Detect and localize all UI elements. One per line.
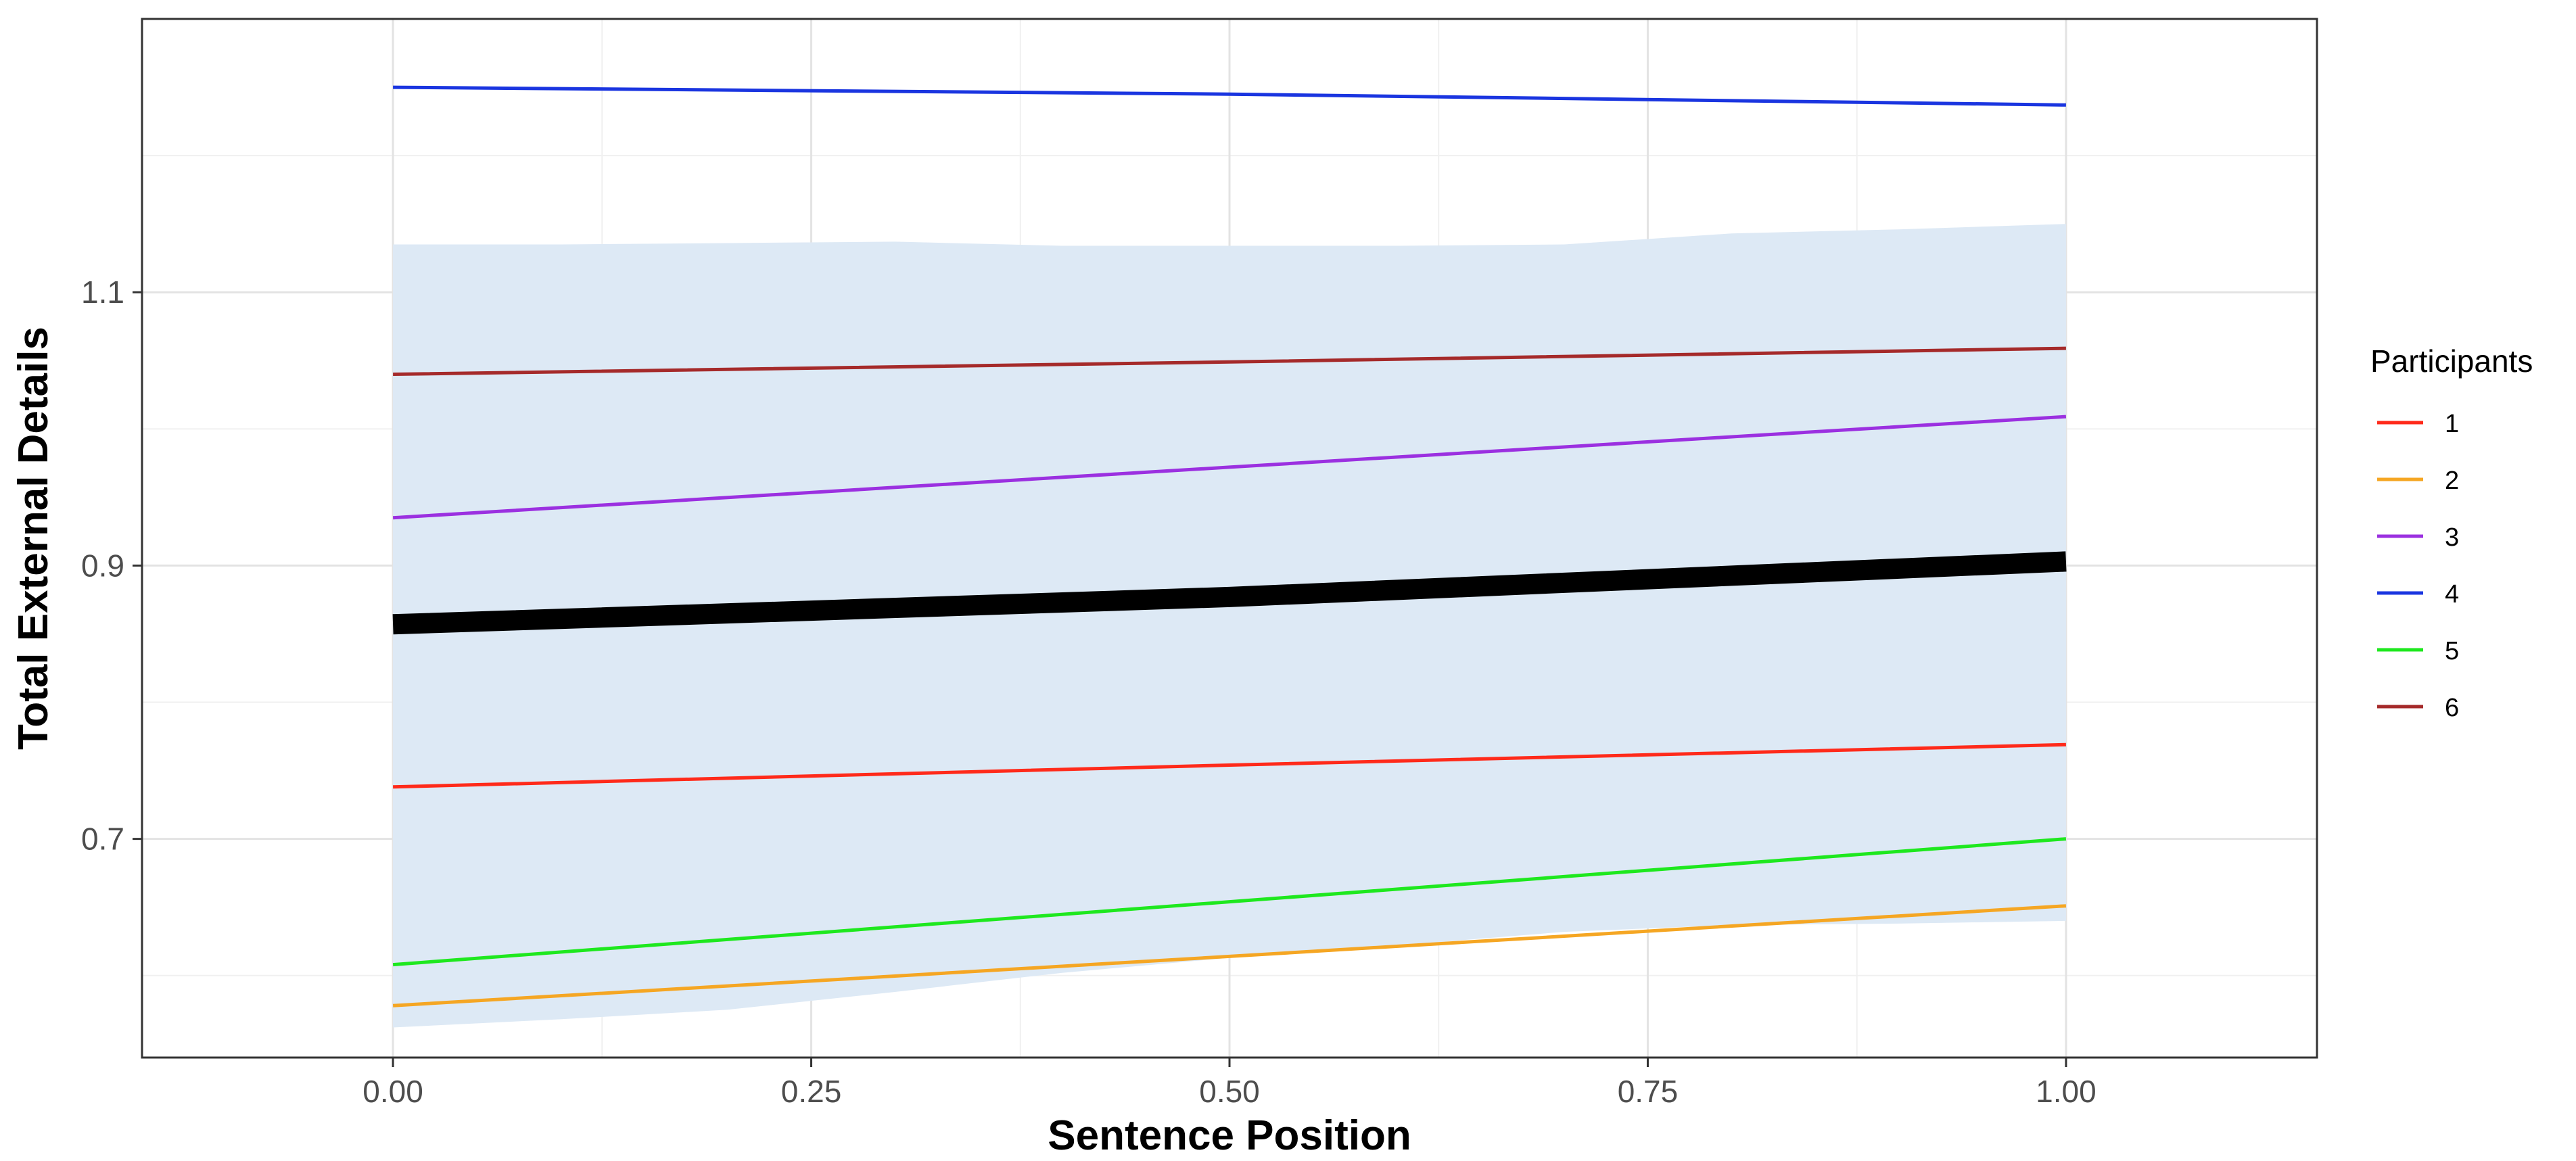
legend-items: 1 2 3 4 5 6 <box>2377 410 2459 722</box>
x-axis-title: Sentence Position <box>1048 1112 1411 1159</box>
legend-title: Participants <box>2370 343 2533 379</box>
x-tick-label-0: 0.00 <box>362 1074 423 1109</box>
series-line-participant-3 <box>392 414 2067 520</box>
legend-label-4: 4 <box>2445 580 2459 609</box>
y-tick-label-1: 0.9 <box>81 548 124 583</box>
legend-label-2: 2 <box>2445 467 2459 495</box>
x-tick-label-1: 0.25 <box>781 1074 842 1109</box>
mean-trend-line <box>392 551 2067 635</box>
y-tick-label-2: 1.1 <box>81 275 124 310</box>
series-line-participant-5 <box>392 837 2067 967</box>
legend-label-6: 6 <box>2445 694 2459 722</box>
series-layer <box>392 85 2067 1008</box>
ribbon-layer <box>393 224 2066 1028</box>
legend-label-1: 1 <box>2445 410 2459 438</box>
confidence-ribbon <box>393 224 2066 1028</box>
x-tick-label-2: 0.50 <box>1199 1074 1260 1109</box>
series-line-participant-6 <box>393 346 2066 376</box>
y-axis-title: Total External Details <box>10 327 57 750</box>
legend: Participants 1 2 3 4 5 6 <box>2370 343 2533 722</box>
y-tick-label-0: 0.7 <box>81 822 124 857</box>
x-tick-label-4: 1.00 <box>2036 1074 2097 1109</box>
series-line-participant-1 <box>393 742 2066 789</box>
x-tick-label-3: 0.75 <box>1618 1074 1679 1109</box>
legend-label-5: 5 <box>2445 637 2459 665</box>
ticks-layer <box>133 291 2067 1067</box>
series-line-participant-4 <box>393 85 2066 107</box>
legend-label-3: 3 <box>2445 523 2459 552</box>
series-line-participant-2 <box>392 904 2067 1008</box>
tick-labels-layer: 0.00 0.25 0.50 0.75 1.00 0.7 0.9 1.1 <box>81 275 2097 1109</box>
